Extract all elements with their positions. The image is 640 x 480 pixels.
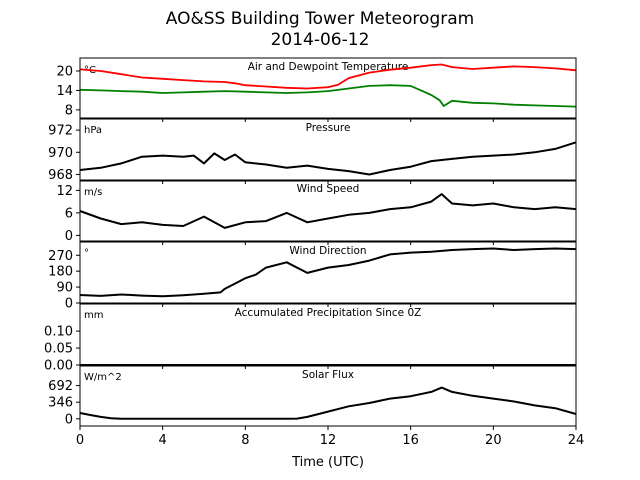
x-tick-label-4: 16: [402, 433, 419, 448]
unit-label-pressure: hPa: [84, 125, 102, 136]
chart-marks-layer: 8142096897097206120901802700.000.050.100…: [44, 57, 585, 448]
y-tick-label-wind-speed-0: 0: [65, 229, 73, 244]
y-tick-label-wind-speed-2: 12: [56, 184, 73, 199]
x-tick-label-3: 12: [320, 433, 337, 448]
panel-wind-speed: Wind Speed m/s: [84, 183, 359, 198]
unit-label-precipitation: mm: [84, 310, 103, 321]
unit-label-wind-direction: °: [84, 248, 89, 259]
x-axis-label: Time (UTC): [291, 455, 364, 470]
panel-title-wind-speed: Wind Speed: [297, 183, 360, 195]
y-tick-label-wind-direction-2: 180: [48, 265, 73, 280]
y-tick-label-wind-speed-1: 6: [65, 206, 73, 221]
series-line-temperature-1: [79, 84, 577, 108]
y-tick-label-precipitation-2: 0.10: [44, 325, 73, 340]
unit-label-solar-flux: W/m^2: [84, 372, 122, 383]
y-tick-label-temperature-0: 8: [65, 103, 73, 118]
y-tick-label-temperature-2: 20: [56, 64, 73, 79]
panel-solar-flux: Solar Flux W/m^2: [84, 369, 354, 383]
unit-label-wind-speed: m/s: [84, 187, 102, 198]
panel-pressure: Pressure hPa: [84, 122, 350, 136]
y-tick-label-pressure-0: 968: [48, 168, 73, 183]
x-tick-label-2: 8: [241, 433, 249, 448]
panel-precipitation: Accumulated Precipitation Since 0Z mm: [84, 307, 421, 321]
panel-title-precipitation: Accumulated Precipitation Since 0Z: [235, 307, 422, 319]
series-line-wind-speed-0: [79, 193, 577, 229]
panel-temperature: Air and Dewpoint Temperature °C: [84, 61, 408, 76]
y-tick-label-solar-flux-1: 346: [48, 396, 73, 411]
panel-title-temperature: Air and Dewpoint Temperature: [248, 61, 409, 73]
y-tick-label-solar-flux-0: 0: [65, 412, 73, 427]
figure-title-line1: AO&SS Building Tower Meteorogram: [166, 9, 474, 29]
x-tick-label-1: 4: [159, 433, 167, 448]
panel-title-wind-direction: Wind Direction: [289, 245, 366, 257]
chart-pressure: 968 970 972: [48, 118, 577, 184]
x-tick-label-0: 0: [76, 433, 84, 448]
figure-title-line2: 2014-06-12: [271, 30, 370, 50]
y-tick-label-wind-direction-1: 90: [56, 281, 73, 296]
y-tick-label-precipitation-0: 0.00: [44, 359, 73, 374]
series-line-pressure-0: [79, 141, 577, 176]
y-tick-label-wind-direction-0: 0: [65, 297, 73, 312]
x-tick-label-6: 24: [568, 433, 585, 448]
y-tick-label-pressure-2: 972: [48, 124, 73, 139]
y-tick-label-solar-flux-2: 692: [48, 379, 73, 394]
panel-title-pressure: Pressure: [306, 122, 351, 134]
series-line-solar-flux-0: [79, 386, 577, 420]
x-tick-label-5: 20: [485, 433, 502, 448]
y-tick-label-pressure-1: 970: [48, 146, 73, 161]
panel-wind-direction: Wind Direction °: [84, 245, 367, 259]
y-tick-label-wind-direction-3: 270: [48, 249, 73, 264]
chart-wind-speed: 0 6 12: [56, 180, 577, 245]
chart-precipitation: 0.00 0.05 0.10: [44, 303, 577, 374]
panel-title-solar-flux: Solar Flux: [302, 369, 354, 381]
series-line-temperature-0: [79, 63, 577, 90]
y-tick-label-temperature-1: 14: [56, 84, 73, 99]
y-tick-label-precipitation-1: 0.05: [44, 342, 73, 357]
series-line-wind-direction-0: [79, 247, 577, 298]
